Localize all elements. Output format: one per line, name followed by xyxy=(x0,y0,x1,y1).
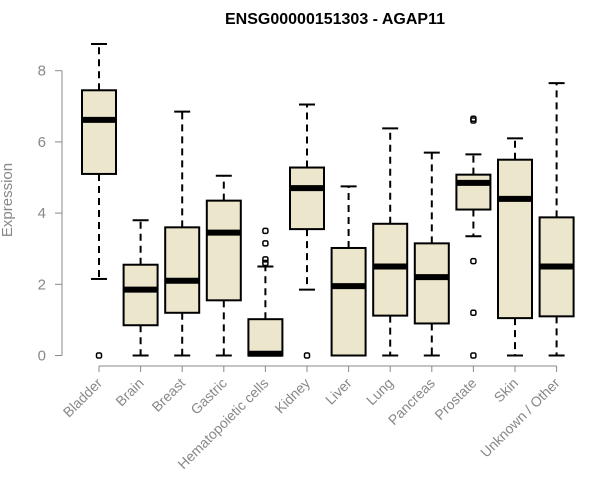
x-tick-label: Unknown / Other xyxy=(477,375,563,461)
outlier-point xyxy=(470,309,477,317)
y-axis: 0 2 4 6 8 xyxy=(38,63,63,365)
y-axis-label: Expression xyxy=(0,163,16,237)
box-group xyxy=(81,43,117,359)
x-tick-label: Skin xyxy=(491,375,522,406)
box xyxy=(247,318,284,357)
outlier-point xyxy=(262,227,269,235)
box-group xyxy=(455,115,492,359)
box-group xyxy=(164,110,201,357)
box-group xyxy=(372,127,409,357)
box-group xyxy=(330,185,367,357)
y-tick-label: 6 xyxy=(38,134,46,151)
outlier-point xyxy=(262,240,269,247)
outlier-point xyxy=(95,352,103,359)
outlier-point xyxy=(470,115,477,123)
box-group xyxy=(205,174,242,357)
box xyxy=(497,158,533,320)
plot-area xyxy=(81,43,575,359)
box-group xyxy=(122,219,159,357)
box xyxy=(122,263,159,327)
outlier-point xyxy=(470,257,477,265)
y-tick-label: 4 xyxy=(38,205,46,222)
box-group xyxy=(413,151,450,357)
box xyxy=(205,199,242,302)
y-tick-label: 0 xyxy=(38,348,46,365)
chart-title: ENSG00000151303 - AGAP11 xyxy=(225,11,445,28)
outlier-point xyxy=(303,352,311,359)
box-group xyxy=(247,227,284,357)
x-tick-label: Bladder xyxy=(60,375,106,421)
box xyxy=(81,89,117,175)
x-tick-label: Prostate xyxy=(431,375,479,423)
box-group xyxy=(538,82,575,357)
box xyxy=(330,246,367,357)
x-tick-label: Breast xyxy=(148,375,188,415)
y-tick-label: 2 xyxy=(38,276,46,293)
box xyxy=(413,242,450,325)
box xyxy=(164,226,201,314)
outlier-point xyxy=(262,259,269,267)
outlier-point xyxy=(262,256,269,263)
outlier-point xyxy=(470,352,477,359)
x-tick-label: Liver xyxy=(322,375,355,408)
x-tick-label: Lung xyxy=(363,375,396,408)
box xyxy=(372,222,409,317)
box xyxy=(289,166,325,231)
x-tick-label: Kidney xyxy=(272,375,314,417)
x-tick-label: Brain xyxy=(112,375,146,409)
box-group xyxy=(497,137,533,357)
box-group xyxy=(289,103,325,359)
y-tick-label: 8 xyxy=(38,63,46,80)
